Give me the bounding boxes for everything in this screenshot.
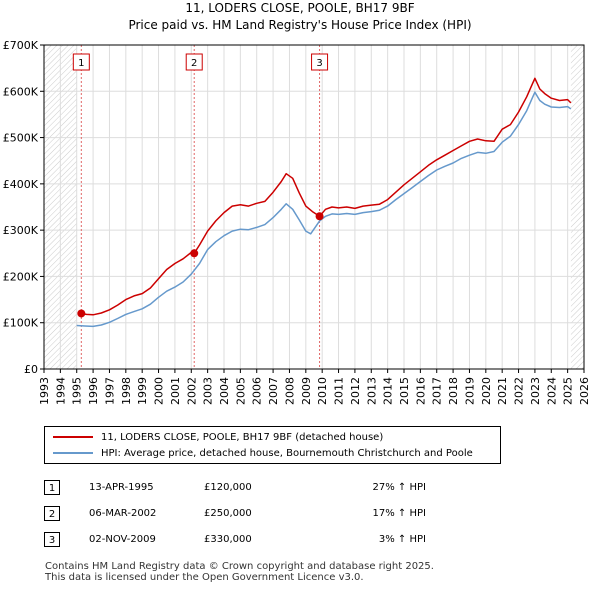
- sale-marker-box: [185, 53, 203, 71]
- sale-marker-label: 3: [316, 58, 322, 69]
- sale-number-badge: 1: [44, 479, 60, 495]
- x-tick-label: 2002: [185, 377, 198, 405]
- y-tick-label: £600K: [3, 85, 39, 98]
- x-tick-label: 2003: [202, 377, 215, 405]
- x-tick-label: 2012: [349, 377, 362, 405]
- y-tick-label: £500K: [3, 132, 39, 145]
- x-tick-label: 2010: [316, 377, 329, 405]
- plot-frame: [43, 44, 585, 370]
- table-row: 2 06-MAR-2002 £250,000 17% ↑ HPI: [44, 500, 426, 526]
- x-tick-label: 2022: [513, 377, 526, 405]
- sale-marker-label: 2: [191, 58, 197, 69]
- x-tick-label: 2014: [382, 377, 395, 405]
- sale-date: 13-APR-1995: [89, 481, 154, 493]
- legend-entry-property: 11, LODERS CLOSE, POOLE, BH17 9BF (detac…: [53, 430, 383, 444]
- x-tick-label: 2011: [333, 377, 346, 405]
- chart-subtitle: Price paid vs. HM Land Registry's House …: [128, 18, 472, 32]
- x-tick-label: 2017: [431, 377, 444, 405]
- table-row: 1 13-APR-1995 £120,000 27% ↑ HPI: [44, 474, 426, 500]
- legend-label-property: 11, LODERS CLOSE, POOLE, BH17 9BF (detac…: [101, 431, 384, 443]
- sale-number-badge: 2: [44, 505, 60, 521]
- legend-entry-hpi: HPI: Average price, detached house, Bour…: [53, 446, 473, 460]
- x-tick-label: 1997: [103, 377, 116, 405]
- x-tick-label: 2019: [463, 377, 476, 405]
- x-tick-label: 2005: [234, 377, 247, 405]
- x-tick-label: 2009: [300, 377, 313, 405]
- sale-price: £330,000: [204, 533, 252, 545]
- sale-point: [190, 249, 199, 258]
- sale-date: 06-MAR-2002: [89, 507, 157, 519]
- x-tick-label: 2016: [414, 377, 427, 405]
- x-tick-label: 2001: [169, 377, 182, 405]
- sale-marker-box: [311, 53, 329, 71]
- footer-line-licence: This data is licensed under the Open Gov…: [45, 572, 364, 583]
- hatched-region: [570, 45, 584, 369]
- x-tick-label: 2006: [251, 377, 264, 405]
- plot-area: [44, 45, 584, 369]
- x-tick-label: 2007: [267, 377, 280, 405]
- property-series-line: [81, 77, 572, 316]
- x-tick-label: 1999: [136, 377, 149, 405]
- x-tick-label: 2024: [545, 377, 558, 405]
- chart-title: 11, LODERS CLOSE, POOLE, BH17 9BF: [185, 1, 415, 15]
- sale-number-badge: 3: [44, 531, 60, 547]
- y-tick-label: £700K: [3, 39, 39, 52]
- x-tick-label: 2000: [153, 377, 166, 405]
- x-tick-label: 2004: [218, 377, 231, 405]
- sale-price: £120,000: [204, 481, 252, 493]
- sale-marker-label: 1: [78, 58, 84, 69]
- y-tick-label: £200K: [3, 270, 39, 283]
- hpi-series-line: [76, 91, 572, 328]
- x-tick-label: 1994: [54, 377, 67, 405]
- x-tick-label: 2015: [398, 377, 411, 405]
- x-tick-label: 2008: [283, 377, 296, 405]
- y-tick-label: £0: [24, 363, 38, 376]
- sale-point: [315, 212, 324, 221]
- price-chart: 1 2 3 £0 £100K £200K £300K £400K £500K £600K £700…: [3, 39, 591, 405]
- legend-swatch-property: [53, 436, 93, 438]
- y-tick-label: £400K: [3, 178, 39, 191]
- sale-price: £250,000: [204, 507, 252, 519]
- x-tick-label: 2020: [480, 377, 493, 405]
- y-tick-label: £300K: [3, 224, 39, 237]
- y-tick-label: £100K: [3, 317, 39, 330]
- sale-hpi-change: 27% ↑ HPI: [372, 481, 426, 493]
- footer-attribution: Contains HM Land Registry data © Crown c…: [45, 561, 434, 583]
- table-row: 3 02-NOV-2009 £330,000 3% ↑ HPI: [44, 526, 426, 552]
- x-tick-label: 2021: [496, 377, 509, 405]
- x-tick-label: 2018: [447, 377, 460, 405]
- x-tick-label: 1995: [71, 377, 84, 405]
- x-tick-label: 1996: [87, 377, 100, 405]
- x-tick-label: 1993: [38, 377, 51, 405]
- sale-hpi-change: 3% ↑ HPI: [378, 533, 426, 545]
- x-tick-label: 2023: [529, 377, 542, 405]
- chart-legend: 11, LODERS CLOSE, POOLE, BH17 9BF (detac…: [44, 426, 501, 464]
- x-tick-label: 1998: [120, 377, 133, 405]
- sale-point: [77, 309, 86, 318]
- sale-marker-box: [72, 53, 90, 71]
- sale-date: 02-NOV-2009: [89, 533, 156, 545]
- sale-hpi-change: 17% ↑ HPI: [372, 507, 426, 519]
- x-tick-label: 2025: [562, 377, 575, 405]
- x-tick-label: 2013: [365, 377, 378, 405]
- footer-line-copyright: Contains HM Land Registry data © Crown c…: [45, 561, 434, 572]
- sales-table: 1 13-APR-1995 £120,000 27% ↑ HPI 2 06-MA…: [44, 474, 426, 552]
- x-tick-label: 2026: [578, 377, 591, 405]
- legend-swatch-hpi: [53, 452, 93, 454]
- legend-label-hpi: HPI: Average price, detached house, Bour…: [101, 447, 473, 459]
